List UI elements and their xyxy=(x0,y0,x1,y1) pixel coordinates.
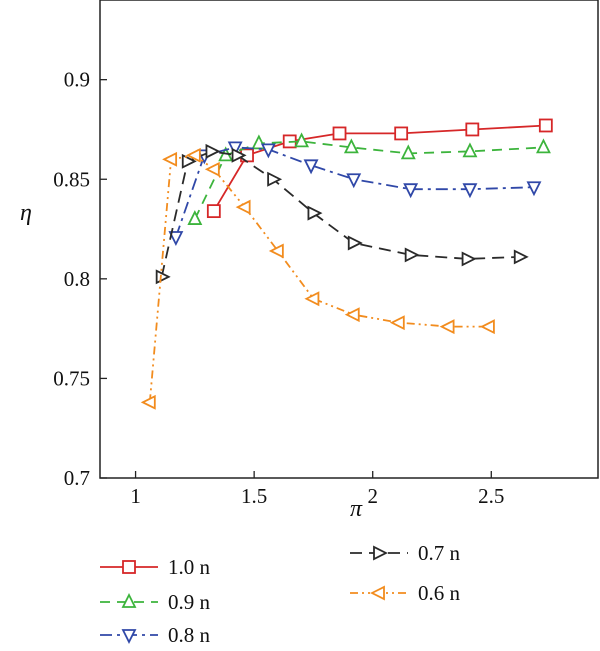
data-point xyxy=(538,118,553,133)
data-point xyxy=(332,126,347,141)
data-point xyxy=(461,251,477,267)
x-tick-label: 2 xyxy=(367,484,378,508)
legend-marker xyxy=(373,545,389,561)
data-point xyxy=(181,153,197,169)
legend-item: 0.9 n xyxy=(100,590,211,614)
data-point xyxy=(389,315,405,331)
legend-item: 0.8 n xyxy=(100,623,211,647)
data-point xyxy=(307,205,323,221)
data-point xyxy=(403,183,419,199)
series-line xyxy=(160,150,520,277)
series-line xyxy=(194,140,544,220)
series-4 xyxy=(140,147,495,410)
series-layer xyxy=(140,118,553,410)
data-point xyxy=(294,132,310,148)
data-point xyxy=(205,143,221,159)
legend: 1.0 n 0.9 n 0.8 n 0.7 n 0.6 n xyxy=(100,541,461,647)
data-point xyxy=(347,235,363,251)
data-point xyxy=(462,142,478,158)
data-point xyxy=(343,138,359,154)
x-axis: 1 1.5 2 2.5 xyxy=(130,471,504,508)
y-tick-label: 0.75 xyxy=(53,366,90,390)
data-point xyxy=(162,151,178,167)
data-point xyxy=(206,204,221,219)
plot-frame xyxy=(99,0,599,479)
data-point xyxy=(204,161,220,177)
data-point xyxy=(346,173,362,189)
legend-marker xyxy=(121,592,137,608)
data-point xyxy=(400,144,416,160)
y-tick-label: 0.9 xyxy=(64,68,90,92)
y-axis-label: η xyxy=(20,200,32,226)
legend-label: 0.6 n xyxy=(418,581,461,605)
data-point xyxy=(231,147,247,163)
series-3 xyxy=(155,143,529,285)
legend-label: 0.7 n xyxy=(418,541,461,565)
data-point xyxy=(526,181,542,197)
data-point xyxy=(404,247,420,263)
data-point xyxy=(267,171,283,187)
data-point xyxy=(140,394,156,410)
legend-item: 0.6 n xyxy=(350,581,461,605)
data-point xyxy=(439,319,455,335)
data-point xyxy=(260,143,276,159)
data-point xyxy=(536,138,551,154)
x-tick-label: 2.5 xyxy=(478,484,504,508)
data-point xyxy=(344,307,360,323)
data-point xyxy=(168,231,184,247)
legend-item: 0.7 n xyxy=(350,541,461,565)
data-point xyxy=(462,183,478,199)
data-point xyxy=(303,159,319,175)
data-point xyxy=(268,243,284,259)
legend-label: 0.9 n xyxy=(168,590,211,614)
x-tick-label: 1 xyxy=(130,484,141,508)
y-axis: 0.7 0.75 0.8 0.85 0.9 xyxy=(53,68,107,490)
data-point xyxy=(479,319,495,335)
data-point xyxy=(304,291,320,307)
legend-marker xyxy=(369,585,385,601)
legend-label: 0.8 n xyxy=(168,623,211,647)
data-point xyxy=(185,147,201,163)
series-0 xyxy=(206,118,553,219)
legend-marker xyxy=(122,560,136,574)
data-point xyxy=(513,249,529,265)
data-point xyxy=(187,210,203,225)
legend-marker xyxy=(121,629,137,645)
x-axis-label: π xyxy=(350,496,363,522)
legend-label: 1.0 n xyxy=(168,555,211,579)
series-line xyxy=(213,124,546,212)
series-2 xyxy=(168,141,542,247)
y-tick-label: 0.8 xyxy=(64,267,90,291)
series-line xyxy=(148,154,489,403)
data-point xyxy=(465,122,480,137)
y-tick-label: 0.7 xyxy=(64,466,90,490)
legend-item: 1.0 n xyxy=(100,555,211,579)
y-tick-label: 0.85 xyxy=(53,167,90,191)
data-point xyxy=(394,126,409,141)
data-point xyxy=(235,199,251,215)
x-tick-label: 1.5 xyxy=(241,484,267,508)
